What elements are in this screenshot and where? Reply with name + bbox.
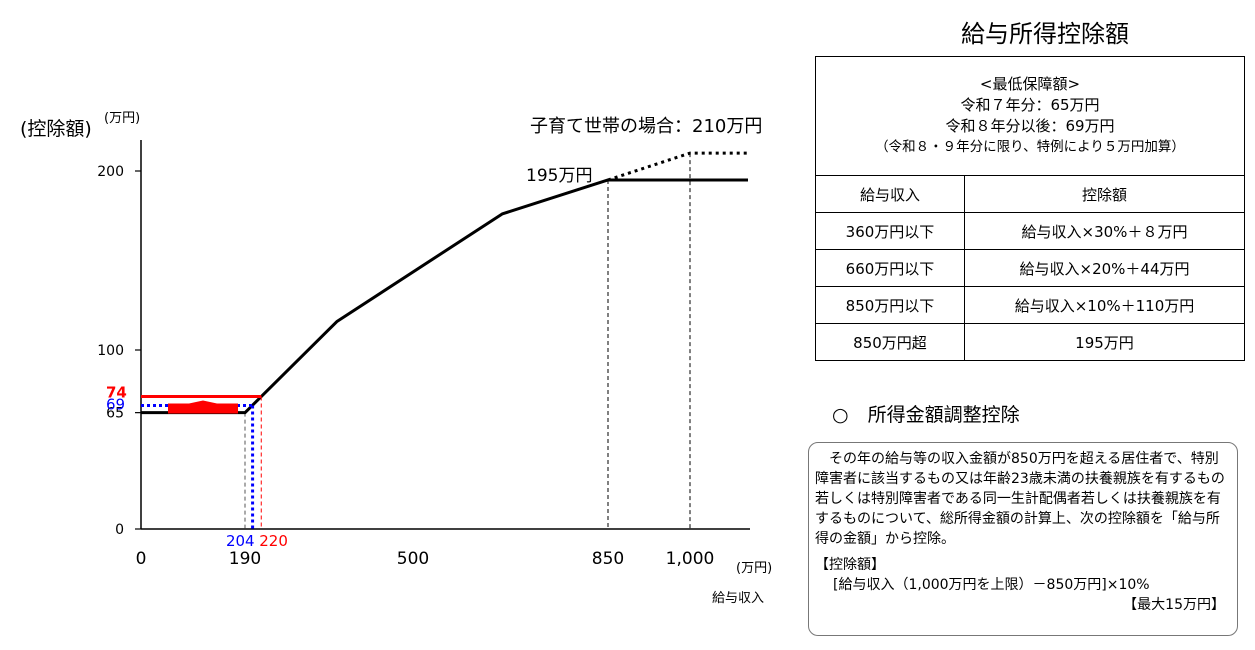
adjustment-formula-label: 【控除額】 <box>815 557 885 573</box>
adjustment-description: その年の給与等の収入金額が850万円を超える居住者で、特別障害者に該当するもの又… <box>815 451 1225 547</box>
y-axis-unit: (万円) <box>104 111 140 126</box>
level-label-69: 69 <box>106 395 125 413</box>
x-label-220: 220 <box>259 532 288 550</box>
x-axis-unit: (万円) <box>736 561 772 576</box>
row-income: 850万円以下 <box>815 286 965 324</box>
annotation-childcare: 子育て世帯の場合：210万円 <box>530 116 762 137</box>
y-tick-label: 65 <box>106 406 124 422</box>
minimum-r8: 令和８年分以後：69万円 <box>945 117 1115 135</box>
x-tick-label: 1,000 <box>666 549 715 569</box>
y-tick-label: 100 <box>97 343 124 359</box>
table-header-row: 給与収入 控除額 <box>815 175 1245 213</box>
adjustment-box: その年の給与等の収入金額が850万円を超える居住者で、特別障害者に該当するもの又… <box>808 442 1238 636</box>
row-deduction: 給与収入×10%＋110万円 <box>964 286 1245 324</box>
chart-svg: 0 65 100 200 0 190 500 850 1,000 (控除額) (万円) (万円) 給与収… <box>20 111 772 606</box>
adjustment-heading: ○ 所得金額調整控除 <box>832 404 1020 426</box>
header-income: 給与収入 <box>815 175 965 213</box>
header-deduction: 控除額 <box>964 175 1245 213</box>
minimum-note: （令和８・９年分に限り、特例により５万円加算） <box>875 139 1185 155</box>
table-row: 850万円超 195万円 <box>815 323 1245 361</box>
x-tick-label: 0 <box>136 549 147 569</box>
row-deduction: 給与収入×30%＋８万円 <box>964 212 1245 250</box>
table-title: 給与所得控除額 <box>961 20 1129 48</box>
row-income: 850万円超 <box>815 323 965 361</box>
up-arrow-icon <box>168 400 238 414</box>
table-row: 660万円以下 給与収入×20%＋44万円 <box>815 249 1245 287</box>
row-income: 360万円以下 <box>815 212 965 250</box>
y-axis-label: (控除額) <box>20 118 92 140</box>
x-tick-label: 500 <box>397 549 429 569</box>
row-deduction: 給与収入×20%＋44万円 <box>964 249 1245 287</box>
level-label-74: 74 <box>106 384 127 402</box>
x-axis-label: 給与収入 <box>712 591 764 606</box>
adjustment-max: 【最大15万円】 <box>1123 597 1225 613</box>
table-row: 360万円以下 給与収入×30%＋８万円 <box>815 212 1245 250</box>
series-line-main <box>141 178 748 415</box>
minimum-guarantee-cell: <最低保障額> 令和７年分：65万円 令和８年分以後：69万円 （令和８・９年分… <box>815 56 1245 176</box>
row-deduction: 195万円 <box>964 323 1245 361</box>
deduction-table: <最低保障額> 令和７年分：65万円 令和８年分以後：69万円 （令和８・９年分… <box>815 56 1245 361</box>
adjustment-formula: [給与収入（1,000万円を上限）－850万円]×10% <box>833 577 1150 593</box>
x-label-204: 204 <box>226 532 255 550</box>
row-income: 660万円以下 <box>815 249 965 287</box>
minimum-title: <最低保障額> <box>979 75 1081 93</box>
x-tick-label: 190 <box>229 549 261 569</box>
y-tick-label: 0 <box>115 522 124 538</box>
minimum-r7: 令和７年分：65万円 <box>960 96 1100 114</box>
table-row: 850万円以下 給与収入×10%＋110万円 <box>815 286 1245 324</box>
annotation-195: 195万円 <box>526 166 592 186</box>
y-tick-label: 200 <box>97 164 124 180</box>
series-line-childcare <box>607 151 748 182</box>
x-tick-label: 850 <box>592 549 624 569</box>
deduction-chart: 0 65 100 200 0 190 500 850 1,000 (控除額) (万円) (万円) 給与収… <box>20 111 772 606</box>
